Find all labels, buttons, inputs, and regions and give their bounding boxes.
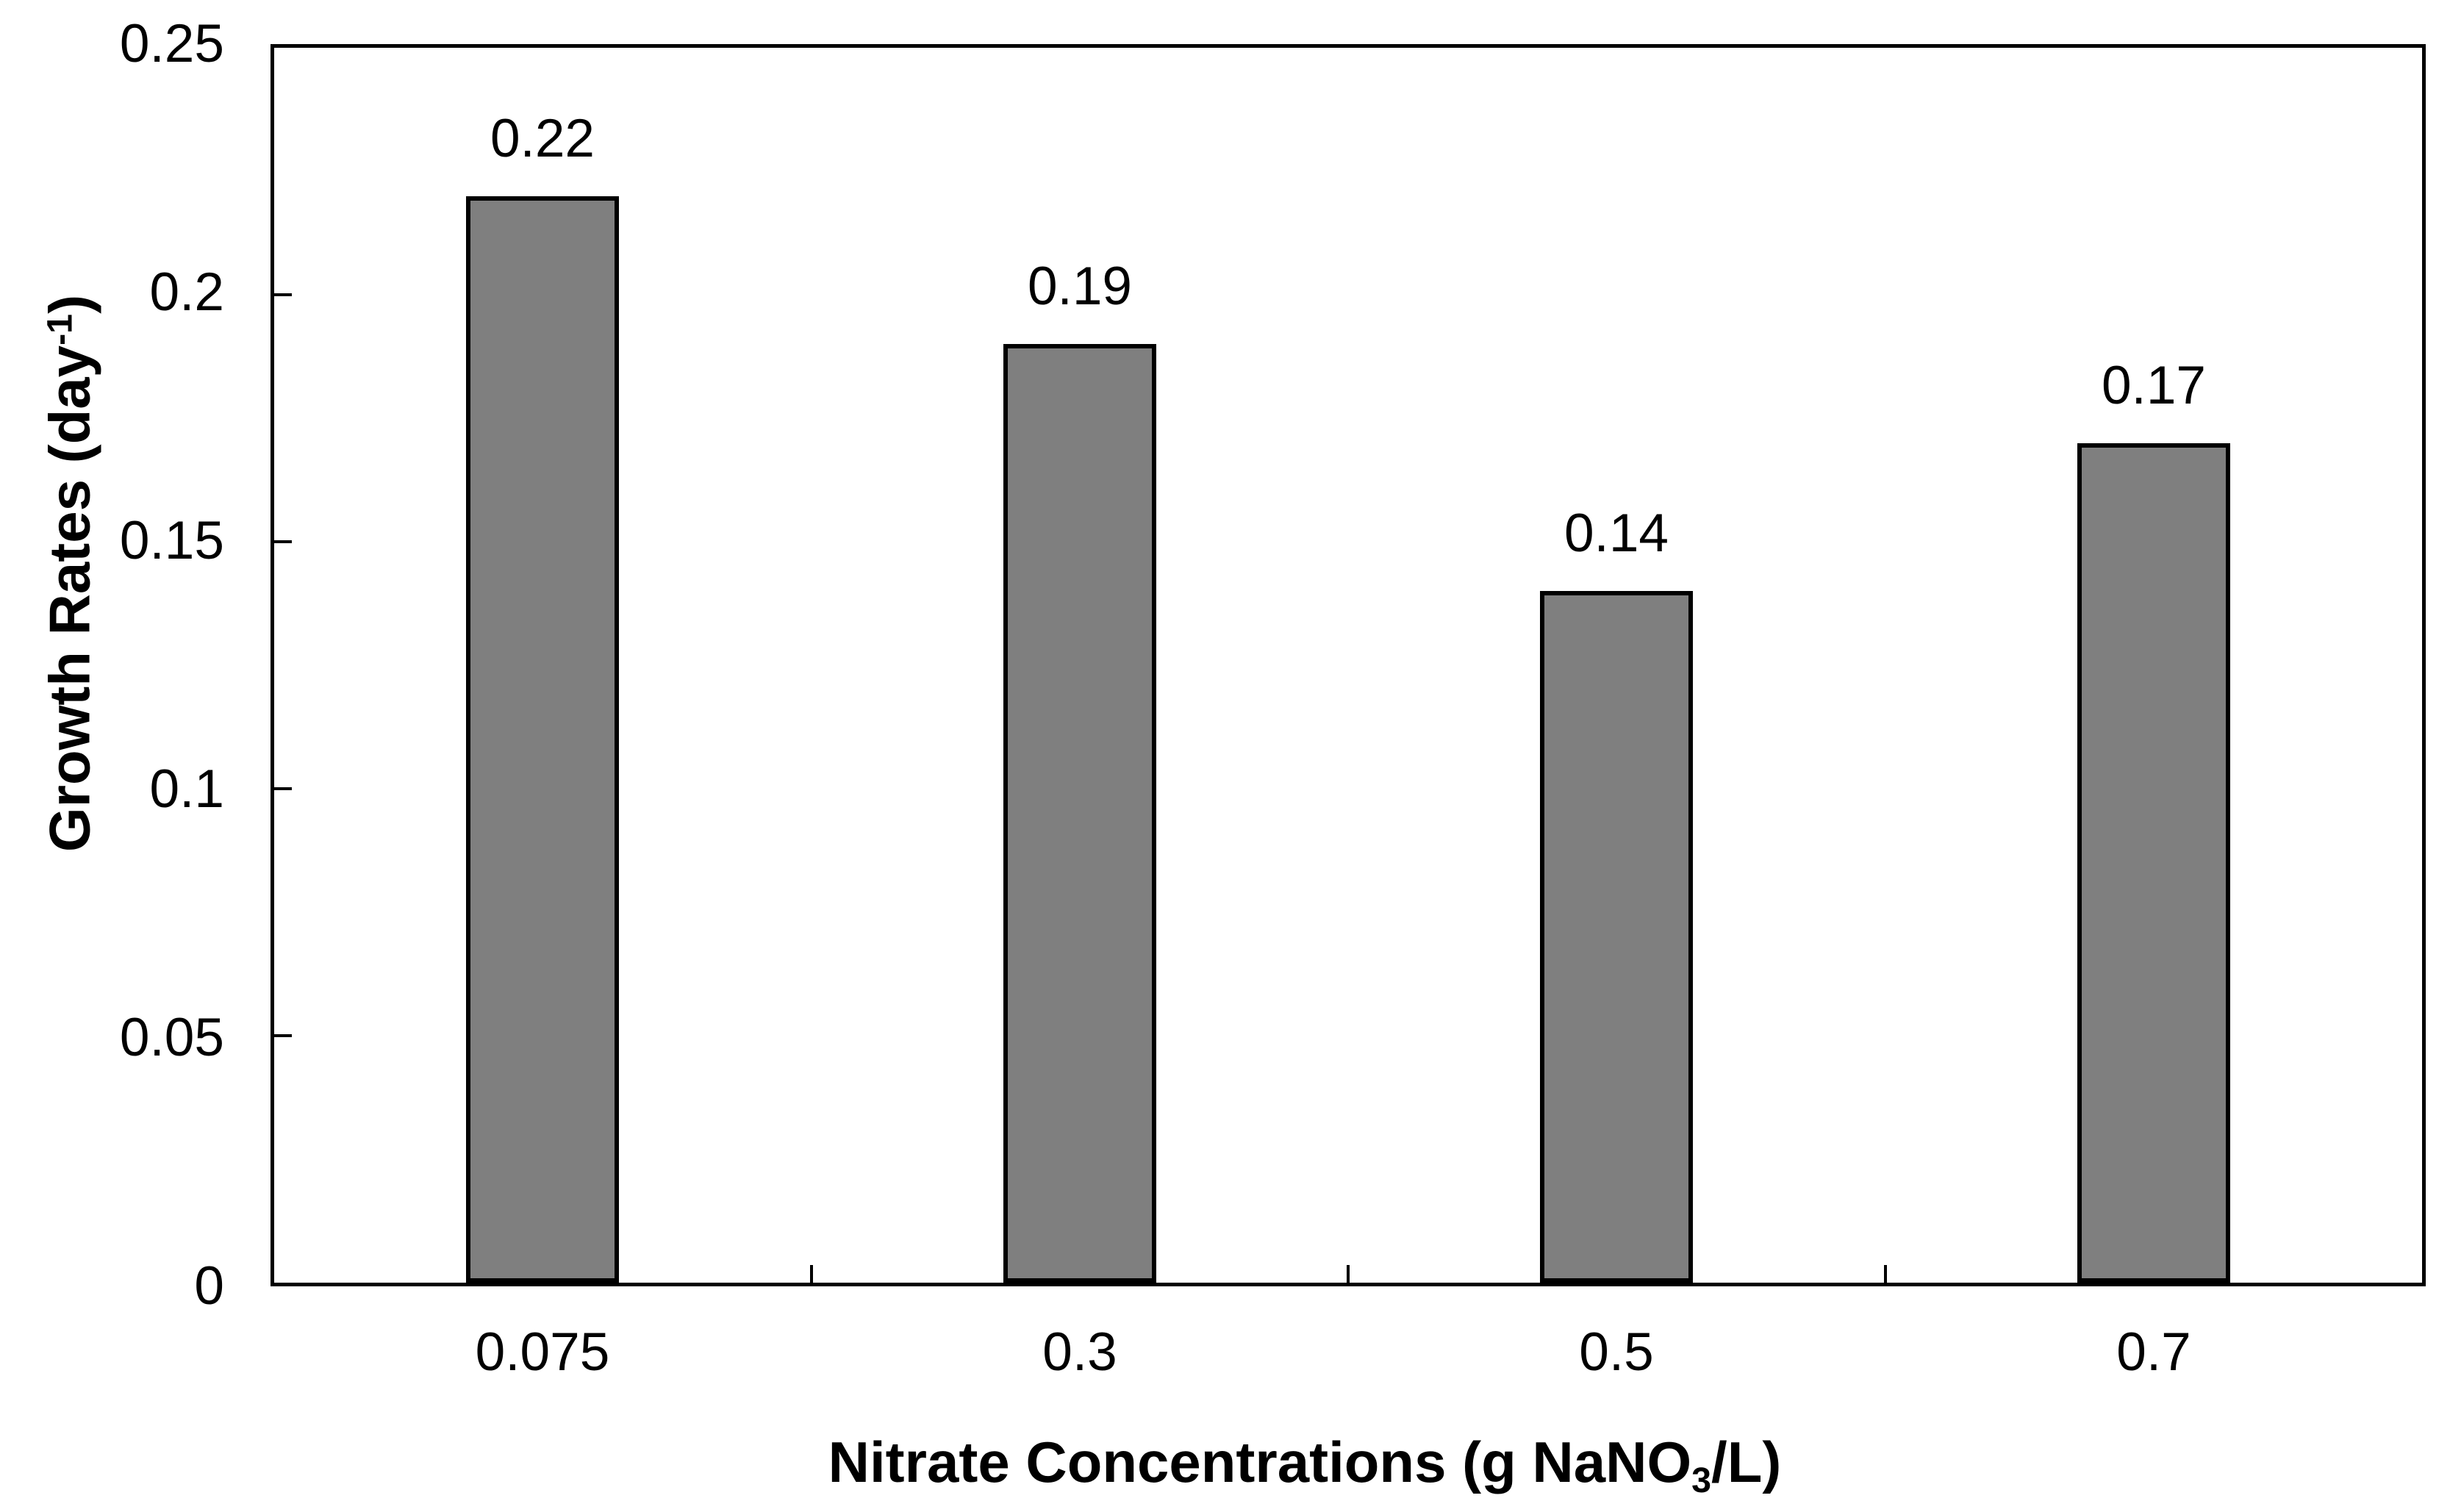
x-tick-label: 0.5 (1579, 1322, 1654, 1382)
bar (1540, 591, 1693, 1283)
x-tick-label: 0.075 (475, 1322, 610, 1382)
y-tick-mark (274, 293, 292, 296)
x-axis-title-close: /L) (1711, 1430, 1782, 1494)
bar (466, 196, 619, 1283)
plot-area: 0.22 0.19 0.14 0.17 (271, 44, 2426, 1286)
y-tick-label: 0.1 (149, 759, 224, 819)
bar (2077, 443, 2230, 1283)
x-axis-title-subscript: 3 (1691, 1460, 1712, 1500)
data-label: 0.14 (1564, 504, 1669, 563)
x-tick-label: 0.3 (1042, 1322, 1117, 1382)
y-tick-label: 0.15 (119, 511, 224, 570)
x-axis-title: Nitrate Concentrations (g NaNO3/L) (828, 1427, 1782, 1505)
data-label: 0.19 (1027, 257, 1133, 316)
data-label: 0.17 (2101, 356, 2207, 415)
y-tick-label: 0.2 (149, 262, 224, 322)
x-axis-title-text: Nitrate Concentrations (g NaNO (828, 1430, 1692, 1494)
x-tick-mark (1884, 1265, 1887, 1283)
y-tick-label: 0.05 (119, 1008, 224, 1067)
y-tick-mark (274, 787, 292, 790)
data-label: 0.22 (490, 109, 595, 168)
y-tick-mark (274, 540, 292, 543)
y-tick-label: 0 (194, 1256, 224, 1316)
x-tick-mark (1347, 1265, 1350, 1283)
bar (1003, 344, 1156, 1283)
x-tick-label: 0.7 (2116, 1322, 2191, 1382)
y-tick-mark (274, 1034, 292, 1037)
x-tick-mark (810, 1265, 813, 1283)
y-tick-label: 0.25 (119, 14, 224, 74)
